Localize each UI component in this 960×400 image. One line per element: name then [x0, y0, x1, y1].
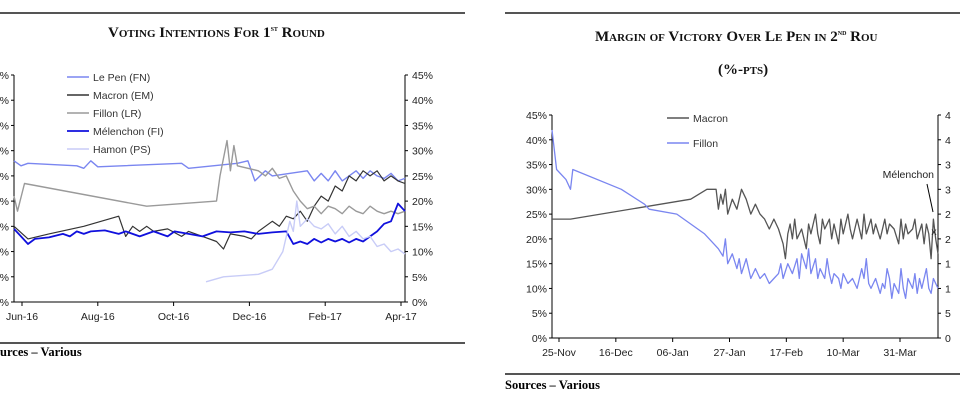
legend-label: Le Pen (FN)	[93, 72, 150, 84]
y-tick-label-right: 35%	[412, 120, 433, 132]
y-tick-label-left: 20%	[526, 234, 547, 246]
y-tick-label-right: 3	[945, 184, 951, 196]
series-line-le-pen-fn	[13, 160, 406, 182]
y-tick-label-left: 5%	[0, 120, 9, 132]
y-tick-label-left: 5%	[0, 171, 9, 183]
series-line-fillon	[551, 129, 939, 300]
margin-of-victory-chart: 45% 440% 435% 330% 325% 220% 215% 110% 15% 50% 025…	[526, 110, 951, 359]
y-tick-label-left: 0%	[0, 95, 9, 107]
y-tick-label-right: 4	[945, 110, 951, 122]
annotation-arrow	[926, 183, 934, 213]
y-tick-label-left: 40%	[526, 135, 547, 147]
x-tick-label: Jun-16	[6, 311, 38, 323]
y-tick-label-left: 5%	[0, 272, 9, 284]
y-tick-label-right: 5%	[412, 272, 427, 284]
y-tick-label-right: 10%	[412, 247, 433, 259]
y-tick-label-left: 5%	[0, 221, 9, 233]
legend-label: Macron (EM)	[93, 90, 154, 102]
x-tick-label: 10-Mar	[827, 347, 861, 359]
legend-label: Hamon (PS)	[93, 144, 151, 156]
y-tick-label-right: 2	[945, 234, 951, 246]
y-tick-label-right: 15%	[412, 221, 433, 233]
y-tick-label-left: 30%	[526, 184, 547, 196]
y-tick-label-left: 0%	[0, 247, 9, 259]
margin-of-victory-panel: Margin of Victory Over Le Pen in 2nd Rou…	[497, 0, 960, 400]
x-tick-label: 17-Feb	[770, 347, 803, 359]
y-tick-label-left: 0%	[0, 297, 9, 309]
x-tick-label: Feb-17	[309, 311, 342, 323]
y-tick-label-right: 45%	[412, 70, 433, 82]
annotation-marker: x	[931, 226, 937, 238]
y-tick-label-left: 25%	[526, 209, 547, 221]
x-tick-label: 27-Jan	[713, 347, 745, 359]
x-tick-label: 31-Mar	[883, 347, 917, 359]
y-tick-label-left: 15%	[526, 259, 547, 271]
legend-label: Macron	[693, 113, 728, 125]
series-line-m-lenchon-fi	[13, 202, 406, 245]
y-tick-label-right: 1	[945, 259, 951, 271]
y-tick-label-right: 4	[945, 135, 951, 147]
top-rule	[0, 12, 465, 14]
x-tick-label: Apr-17	[385, 311, 417, 323]
series-line-fillon-lr	[13, 139, 406, 215]
chart-subtitle: (%-pts)	[718, 62, 769, 78]
source-note: urces – Various	[0, 345, 82, 359]
y-tick-label-left: 5%	[532, 308, 547, 320]
y-tick-label-right: 20%	[412, 196, 433, 208]
y-tick-label-left: 5%	[0, 70, 9, 82]
y-tick-label-right: 25%	[412, 171, 433, 183]
x-tick-label: Dec-16	[232, 311, 266, 323]
y-tick-label-right: 30%	[412, 146, 433, 158]
y-tick-label-right: 2	[945, 209, 951, 221]
legend-label: Mélenchon (FI)	[93, 126, 164, 138]
series-line-macron-em	[13, 170, 406, 250]
series-line-macron	[552, 188, 939, 260]
y-tick-label-right: 1	[945, 283, 951, 295]
y-tick-label-left: 0%	[532, 333, 547, 345]
bottom-rule	[505, 373, 960, 375]
annotation-label: Mélenchon	[883, 169, 935, 181]
bottom-rule	[0, 342, 465, 344]
top-rule	[505, 12, 960, 14]
voting-intentions-panel: Voting Intentions For 1st Round 5% 45% 0% 4…	[0, 0, 470, 400]
y-tick-label-left: 0%	[0, 196, 9, 208]
legend-label: Fillon (LR)	[93, 108, 141, 120]
y-tick-label-left: 45%	[526, 110, 547, 122]
y-tick-label-right: 0	[945, 333, 951, 345]
y-tick-label-right: 3	[945, 160, 951, 172]
x-tick-label: Oct-16	[158, 311, 190, 323]
y-tick-label-left: 35%	[526, 160, 547, 172]
x-tick-label: 25-Nov	[542, 347, 577, 359]
y-tick-label-left: 10%	[526, 283, 547, 295]
x-tick-label: 06-Jan	[657, 347, 689, 359]
y-tick-label-right: 5	[945, 308, 951, 320]
chart-title: Margin of Victory Over Le Pen in 2nd Rou	[595, 27, 878, 45]
y-tick-label-left: 0%	[0, 146, 9, 158]
series-line-hamon-ps	[205, 200, 406, 283]
legend-label: Fillon	[693, 138, 718, 150]
voting-intentions-chart: 5% 45% 0% 40% 5% 35% 0% 30% 5% 25% 0% 20% 5% 15% 0% 10%…	[0, 70, 433, 323]
chart-title: Voting Intentions For 1st Round	[108, 23, 325, 41]
y-tick-label-right: 40%	[412, 95, 433, 107]
source-note: Sources – Various	[505, 378, 600, 392]
x-tick-label: 16-Dec	[599, 347, 633, 359]
y-tick-label-right: 0%	[412, 297, 427, 309]
x-tick-label: Aug-16	[81, 311, 115, 323]
